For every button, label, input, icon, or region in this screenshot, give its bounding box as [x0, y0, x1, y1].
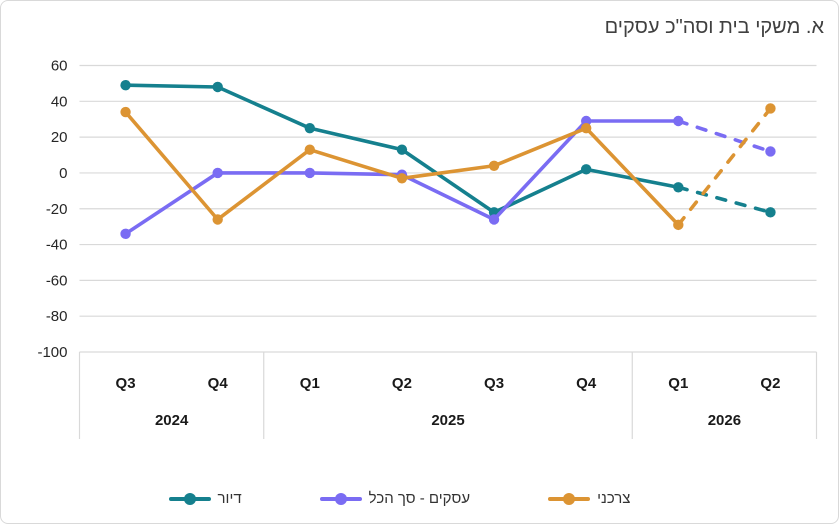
data-point-marker-business	[120, 228, 131, 240]
chart-svg: 60 40 20 0 -20 -40 -60 -80 -100 Q3 Q4 Q1 Q2 Q3 Q4 Q1 Q2 2…	[37, 58, 818, 439]
legend-label-consumer: צרכני	[597, 490, 631, 507]
data-point-marker-housing	[120, 79, 131, 91]
data-point-marker-consumer	[120, 106, 131, 118]
legend-label-housing: דיור	[217, 490, 242, 507]
chart-legend: דיור עסקים - סך הכל צרכני	[1, 490, 798, 507]
x-axis-quarter-label: Q3	[484, 375, 504, 392]
housing-line-marker-icon	[168, 492, 211, 505]
x-axis-quarter-label: Q4	[208, 375, 229, 392]
data-point-marker-business	[304, 167, 316, 179]
x-axis-quarter-label: Q1	[668, 375, 688, 392]
x-axis-quarter-label: Q4	[576, 375, 597, 392]
y-axis-label: -100	[37, 344, 67, 361]
data-point-marker-business	[488, 214, 500, 225]
data-point-marker-business	[673, 115, 684, 127]
legend-item-housing: דיור	[168, 490, 242, 507]
x-axis-quarter-label: Q3	[116, 375, 136, 392]
data-point-marker-housing	[765, 207, 776, 218]
x-axis-quarter-label: Q2	[392, 375, 412, 392]
business-line-marker-icon	[319, 492, 362, 505]
data-point-marker-consumer	[396, 173, 408, 184]
data-point-marker-housing	[580, 164, 592, 175]
series-forecast-line-consumer	[676, 106, 773, 227]
y-axis-label: 0	[59, 165, 67, 182]
chart-title: א. משקי בית וסה"כ עסקים	[604, 16, 824, 38]
x-axis-quarter-label: Q2	[760, 375, 780, 392]
data-point-marker-consumer	[212, 214, 223, 225]
data-point-marker-housing	[212, 81, 223, 93]
data-point-marker-business	[765, 146, 776, 157]
x-axis-year-label: 2026	[708, 412, 741, 429]
data-point-marker-consumer	[304, 144, 316, 155]
series-forecast-line-business	[676, 119, 773, 154]
legend-label-business-total: עסקים - סך הכל	[368, 490, 471, 507]
data-point-marker-consumer	[765, 103, 776, 114]
x-axis-quarter-label: Q1	[300, 375, 320, 392]
data-point-marker-housing	[673, 182, 684, 193]
x-axis-year-label: 2025	[431, 412, 464, 429]
data-point-marker-consumer	[580, 122, 592, 134]
consumer-line-marker-icon	[548, 492, 591, 505]
y-axis-label: -20	[46, 201, 68, 218]
data-point-marker-business	[212, 167, 223, 179]
series-line-consumer	[123, 110, 681, 227]
data-point-marker-business	[580, 115, 592, 127]
data-point-marker-housing	[396, 144, 408, 155]
y-axis-label: 20	[51, 129, 68, 146]
legend-item-consumer: צרכני	[548, 490, 630, 507]
series-forecast-line-housing	[676, 185, 773, 215]
y-axis-label: 40	[51, 93, 68, 110]
y-axis-label: -60	[46, 272, 68, 289]
y-axis-label: -80	[46, 308, 68, 325]
data-point-marker-consumer	[673, 219, 684, 231]
data-point-marker-housing	[304, 122, 316, 134]
legend-item-business-total: עסקים - סך הכל	[319, 490, 471, 507]
data-point-marker-consumer	[488, 160, 500, 171]
x-axis-year-label: 2024	[155, 412, 189, 429]
y-axis-label: -40	[46, 237, 68, 254]
y-axis-label: 60	[51, 58, 68, 75]
